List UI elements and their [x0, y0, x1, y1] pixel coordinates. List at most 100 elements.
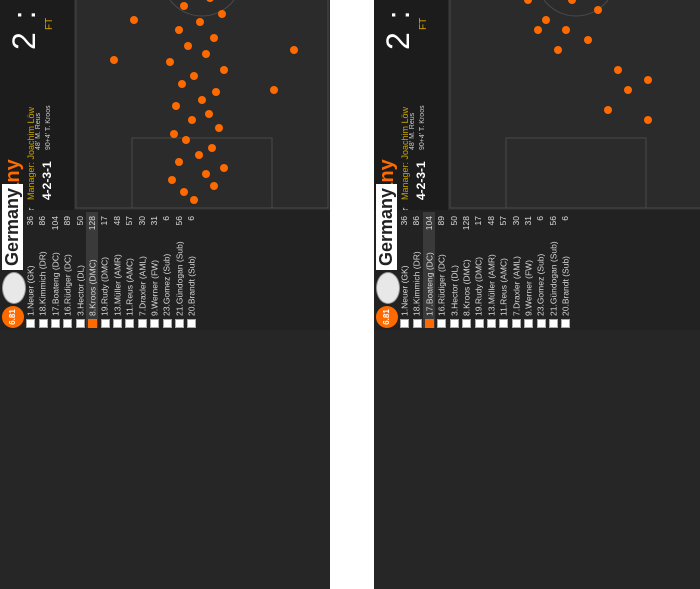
touch-count: 17 [99, 216, 110, 226]
player-checkbox[interactable] [511, 319, 521, 328]
player-checkbox[interactable] [524, 319, 534, 328]
goals-home: 48' M. Reus 90+4' T. Kroos [35, 105, 52, 150]
player-row[interactable]: 18.Kimmich (DR) 86 [36, 212, 48, 328]
player-checkbox[interactable] [174, 319, 184, 328]
player-row[interactable]: 7.Draxler (AML) 30 [510, 212, 522, 328]
player-checkbox[interactable] [474, 319, 484, 328]
player-name: 19.Rudy (DMC) [473, 256, 484, 316]
player-checkbox[interactable] [150, 319, 160, 328]
player-row[interactable]: 19.Rudy (DMC) 17 [472, 212, 484, 328]
player-name: 23.Gomez (Sub) [535, 253, 546, 316]
player-name: 9.Werner (FW) [523, 259, 534, 316]
player-checkbox[interactable] [51, 319, 61, 328]
player-row[interactable]: 19.Rudy (DMC) 17 [98, 212, 110, 328]
player-row[interactable]: 13.Müller (AMR) 48 [485, 212, 497, 328]
pitch [448, 0, 700, 210]
touch-count: 36 [399, 216, 409, 226]
player-list-title: Germany [376, 183, 397, 270]
player-name: 21.Gündogan (Sub) [548, 241, 559, 316]
player-row[interactable]: 9.Werner (FW) 31 [148, 212, 160, 328]
player-name: 19.Rudy (DMC) [99, 256, 110, 316]
player-checkbox[interactable] [449, 319, 459, 328]
player-checkbox[interactable] [63, 319, 73, 328]
player-row[interactable]: 21.Gündogan (Sub) 56 [547, 212, 559, 328]
player-row[interactable]: 20.Brandt (Sub) 6 [559, 212, 571, 328]
player-checkbox[interactable] [400, 319, 410, 328]
player-row[interactable]: 1.Neuer (GK) 36 [398, 212, 410, 328]
player-name: 13.Müller (AMR) [112, 254, 123, 316]
player-row[interactable]: 9.Werner (FW) 31 [522, 212, 534, 328]
player-row[interactable]: 21.Gündogan (Sub) 56 [173, 212, 185, 328]
player-row[interactable]: 8.Kroos (DMC) 128 [460, 212, 472, 328]
player-row[interactable]: 17.Boateng (DC) 104 [422, 212, 436, 328]
touch-dot [220, 164, 228, 172]
player-checkbox[interactable] [137, 319, 147, 328]
player-checkbox[interactable] [187, 319, 197, 328]
player-checkbox[interactable] [499, 319, 509, 328]
player-checkbox[interactable] [100, 319, 110, 328]
player-row[interactable]: 23.Gomez (Sub) 6 [534, 212, 546, 328]
player-checkbox[interactable] [88, 319, 98, 328]
player-row[interactable]: 16.Rüdiger (DC) 89 [435, 212, 447, 328]
player-row[interactable]: 8.Kroos (DMC) 128 [85, 212, 99, 328]
player-row[interactable]: 13.Müller (AMR) 48 [111, 212, 123, 328]
touch-dot [190, 72, 198, 80]
player-checkbox[interactable] [437, 319, 447, 328]
touch-count: 30 [136, 216, 147, 226]
player-checkbox[interactable] [561, 319, 571, 328]
player-row[interactable]: 7.Draxler (AML) 30 [136, 212, 148, 328]
touch-dot [524, 0, 532, 4]
touch-dot [175, 26, 183, 34]
player-row[interactable]: 11.Reus (AMC) 57 [123, 212, 135, 328]
rotated-content: Germany ★★★★ Manager: Joachim Löw 4-2-3-… [0, 0, 330, 330]
player-checkbox[interactable] [536, 319, 546, 328]
touch-dot [568, 0, 576, 4]
touch-count: 6 [560, 216, 571, 221]
touch-count: 31 [148, 216, 159, 226]
team-rating-badge: 6.81 [2, 306, 24, 328]
player-row[interactable]: 17.Boateng (DC) 104 [49, 212, 61, 328]
player-row[interactable]: 16.Rüdiger (DC) 89 [61, 212, 73, 328]
touch-count: 48 [111, 216, 122, 226]
player-checkbox[interactable] [462, 319, 472, 328]
player-checkbox[interactable] [38, 319, 48, 328]
player-checkbox[interactable] [548, 319, 558, 328]
touch-dot [175, 158, 183, 166]
player-name: 3.Hector (DL) [449, 264, 460, 316]
player-row[interactable]: 18.Kimmich (DR) 86 [410, 212, 422, 328]
player-name: 18.Kimmich (DR) [37, 251, 48, 316]
touch-dot [190, 196, 198, 204]
touch-count: 57 [124, 216, 135, 226]
player-row[interactable]: 1.Neuer (GK) 36 [24, 212, 36, 328]
touch-dot [270, 86, 278, 94]
penalty-box-left [505, 137, 647, 209]
player-name: 20.Brandt (Sub) [186, 255, 197, 316]
player-row[interactable]: 20.Brandt (Sub) 6 [185, 212, 197, 328]
player-row[interactable]: 11.Reus (AMC) 57 [497, 212, 509, 328]
player-name: 7.Draxler (AML) [137, 256, 148, 316]
touch-dot [624, 86, 632, 94]
touch-dot [554, 46, 562, 54]
player-checkbox[interactable] [425, 319, 435, 328]
score: 2 : 1 [6, 0, 42, 50]
player-checkbox[interactable] [125, 319, 135, 328]
player-name: 1.Neuer (GK) [25, 265, 36, 316]
player-checkbox[interactable] [75, 319, 85, 328]
player-checkbox[interactable] [486, 319, 496, 328]
player-row[interactable]: 3.Hector (DL) 50 [448, 212, 460, 328]
player-checkbox[interactable] [412, 319, 422, 328]
touch-count: 56 [547, 216, 558, 226]
touch-dot [542, 16, 550, 24]
touch-dot [166, 58, 174, 66]
player-row[interactable]: 3.Hector (DL) 50 [74, 212, 86, 328]
player-checkbox[interactable] [26, 319, 36, 328]
player-row[interactable]: 23.Gomez (Sub) 6 [160, 212, 172, 328]
touch-count: 57 [498, 216, 509, 226]
touch-dot [210, 34, 218, 42]
player-name: 16.Rüdiger (DC) [436, 254, 447, 316]
player-checkbox[interactable] [162, 319, 172, 328]
match-status: FT [418, 17, 429, 30]
touch-dot [180, 2, 188, 10]
player-checkbox[interactable] [112, 319, 122, 328]
player-name: 1.Neuer (GK) [399, 265, 410, 316]
